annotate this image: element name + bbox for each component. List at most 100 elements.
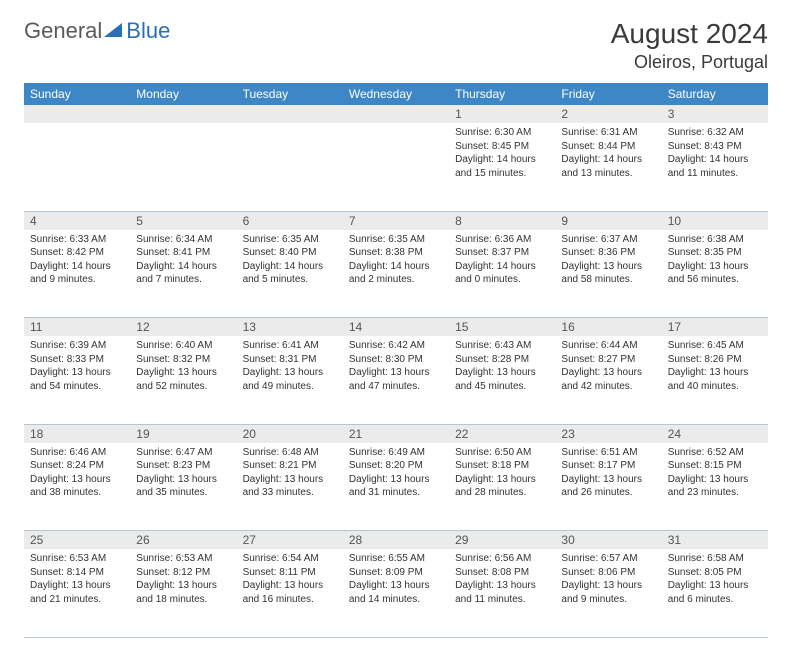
day-number: 23 [555, 425, 661, 443]
day-cell-body: Sunrise: 6:49 AMSunset: 8:20 PMDaylight:… [343, 443, 449, 504]
daylight-text: Daylight: 13 hours and 47 minutes. [349, 366, 443, 393]
day-number: 24 [662, 425, 768, 443]
sunset-text: Sunset: 8:12 PM [136, 566, 230, 580]
sunset-text: Sunset: 8:06 PM [561, 566, 655, 580]
day-cell-body: Sunrise: 6:48 AMSunset: 8:21 PMDaylight:… [237, 443, 343, 504]
sunset-text: Sunset: 8:32 PM [136, 353, 230, 367]
sunrise-text: Sunrise: 6:55 AM [349, 552, 443, 566]
day-cell-body: Sunrise: 6:40 AMSunset: 8:32 PMDaylight:… [130, 336, 236, 397]
calendar-table: Sunday Monday Tuesday Wednesday Thursday… [24, 83, 768, 638]
day-cell-body: Sunrise: 6:57 AMSunset: 8:06 PMDaylight:… [555, 549, 661, 610]
day-cell-body: Sunrise: 6:58 AMSunset: 8:05 PMDaylight:… [662, 549, 768, 610]
day-cell-body: Sunrise: 6:34 AMSunset: 8:41 PMDaylight:… [130, 230, 236, 291]
day-number-row: 11121314151617 [24, 318, 768, 337]
sunrise-text: Sunrise: 6:49 AM [349, 446, 443, 460]
sunrise-text: Sunrise: 6:35 AM [243, 233, 337, 247]
day-number-cell: 22 [449, 424, 555, 443]
day-number-cell: 21 [343, 424, 449, 443]
weekday-header-row: Sunday Monday Tuesday Wednesday Thursday… [24, 83, 768, 105]
day-cell: Sunrise: 6:41 AMSunset: 8:31 PMDaylight:… [237, 336, 343, 424]
daylight-text: Daylight: 13 hours and 21 minutes. [30, 579, 124, 606]
sunset-text: Sunset: 8:14 PM [30, 566, 124, 580]
daylight-text: Daylight: 13 hours and 49 minutes. [243, 366, 337, 393]
daylight-text: Daylight: 13 hours and 14 minutes. [349, 579, 443, 606]
day-number: 10 [662, 212, 768, 230]
day-number-cell [24, 105, 130, 123]
sunrise-text: Sunrise: 6:41 AM [243, 339, 337, 353]
sunrise-text: Sunrise: 6:44 AM [561, 339, 655, 353]
day-cell-body: Sunrise: 6:30 AMSunset: 8:45 PMDaylight:… [449, 123, 555, 184]
sunset-text: Sunset: 8:38 PM [349, 246, 443, 260]
day-cell-body [130, 123, 236, 130]
sunset-text: Sunset: 8:05 PM [668, 566, 762, 580]
daylight-text: Daylight: 14 hours and 9 minutes. [30, 260, 124, 287]
sunrise-text: Sunrise: 6:53 AM [136, 552, 230, 566]
day-cell: Sunrise: 6:52 AMSunset: 8:15 PMDaylight:… [662, 443, 768, 531]
day-cell: Sunrise: 6:30 AMSunset: 8:45 PMDaylight:… [449, 123, 555, 211]
sunrise-text: Sunrise: 6:31 AM [561, 126, 655, 140]
sunset-text: Sunset: 8:28 PM [455, 353, 549, 367]
logo-text-general: General [24, 18, 102, 44]
day-number: 9 [555, 212, 661, 230]
day-number: 30 [555, 531, 661, 549]
sunset-text: Sunset: 8:35 PM [668, 246, 762, 260]
daylight-text: Daylight: 13 hours and 6 minutes. [668, 579, 762, 606]
sunrise-text: Sunrise: 6:58 AM [668, 552, 762, 566]
day-cell: Sunrise: 6:40 AMSunset: 8:32 PMDaylight:… [130, 336, 236, 424]
day-cell: Sunrise: 6:58 AMSunset: 8:05 PMDaylight:… [662, 549, 768, 637]
day-cell-body: Sunrise: 6:37 AMSunset: 8:36 PMDaylight:… [555, 230, 661, 291]
day-cell: Sunrise: 6:49 AMSunset: 8:20 PMDaylight:… [343, 443, 449, 531]
sunrise-text: Sunrise: 6:54 AM [243, 552, 337, 566]
day-cell-body: Sunrise: 6:33 AMSunset: 8:42 PMDaylight:… [24, 230, 130, 291]
day-cell: Sunrise: 6:33 AMSunset: 8:42 PMDaylight:… [24, 230, 130, 318]
sunrise-text: Sunrise: 6:46 AM [30, 446, 124, 460]
day-number-cell: 30 [555, 531, 661, 550]
day-cell: Sunrise: 6:55 AMSunset: 8:09 PMDaylight:… [343, 549, 449, 637]
day-number-cell: 3 [662, 105, 768, 123]
day-number: 13 [237, 318, 343, 336]
sunset-text: Sunset: 8:36 PM [561, 246, 655, 260]
daylight-text: Daylight: 13 hours and 54 minutes. [30, 366, 124, 393]
day-number-row: 18192021222324 [24, 424, 768, 443]
day-number-cell: 27 [237, 531, 343, 550]
day-cell: Sunrise: 6:45 AMSunset: 8:26 PMDaylight:… [662, 336, 768, 424]
daylight-text: Daylight: 14 hours and 11 minutes. [668, 153, 762, 180]
sunrise-text: Sunrise: 6:52 AM [668, 446, 762, 460]
weekday-header: Friday [555, 83, 661, 105]
day-number-cell: 7 [343, 211, 449, 230]
day-cell: Sunrise: 6:38 AMSunset: 8:35 PMDaylight:… [662, 230, 768, 318]
day-number: 11 [24, 318, 130, 336]
sunset-text: Sunset: 8:08 PM [455, 566, 549, 580]
day-number-cell [343, 105, 449, 123]
day-number [130, 105, 236, 109]
sunset-text: Sunset: 8:37 PM [455, 246, 549, 260]
sunset-text: Sunset: 8:43 PM [668, 140, 762, 154]
day-number-cell: 25 [24, 531, 130, 550]
day-number-cell: 9 [555, 211, 661, 230]
sunrise-text: Sunrise: 6:34 AM [136, 233, 230, 247]
day-cell: Sunrise: 6:36 AMSunset: 8:37 PMDaylight:… [449, 230, 555, 318]
sunset-text: Sunset: 8:27 PM [561, 353, 655, 367]
day-cell-body: Sunrise: 6:39 AMSunset: 8:33 PMDaylight:… [24, 336, 130, 397]
day-cell-body: Sunrise: 6:52 AMSunset: 8:15 PMDaylight:… [662, 443, 768, 504]
sunrise-text: Sunrise: 6:38 AM [668, 233, 762, 247]
day-number-cell: 8 [449, 211, 555, 230]
sunset-text: Sunset: 8:30 PM [349, 353, 443, 367]
sunrise-text: Sunrise: 6:35 AM [349, 233, 443, 247]
day-cell-body [24, 123, 130, 130]
day-cell: Sunrise: 6:48 AMSunset: 8:21 PMDaylight:… [237, 443, 343, 531]
day-number-cell: 4 [24, 211, 130, 230]
day-cell: Sunrise: 6:56 AMSunset: 8:08 PMDaylight:… [449, 549, 555, 637]
day-number-row: 25262728293031 [24, 531, 768, 550]
day-number: 12 [130, 318, 236, 336]
day-number: 19 [130, 425, 236, 443]
day-cell [237, 123, 343, 211]
page-subtitle: Oleiros, Portugal [611, 52, 768, 73]
sunrise-text: Sunrise: 6:51 AM [561, 446, 655, 460]
day-cell-body: Sunrise: 6:56 AMSunset: 8:08 PMDaylight:… [449, 549, 555, 610]
day-cell: Sunrise: 6:50 AMSunset: 8:18 PMDaylight:… [449, 443, 555, 531]
daylight-text: Daylight: 13 hours and 28 minutes. [455, 473, 549, 500]
day-number: 4 [24, 212, 130, 230]
week-row: Sunrise: 6:30 AMSunset: 8:45 PMDaylight:… [24, 123, 768, 211]
day-number-cell [130, 105, 236, 123]
